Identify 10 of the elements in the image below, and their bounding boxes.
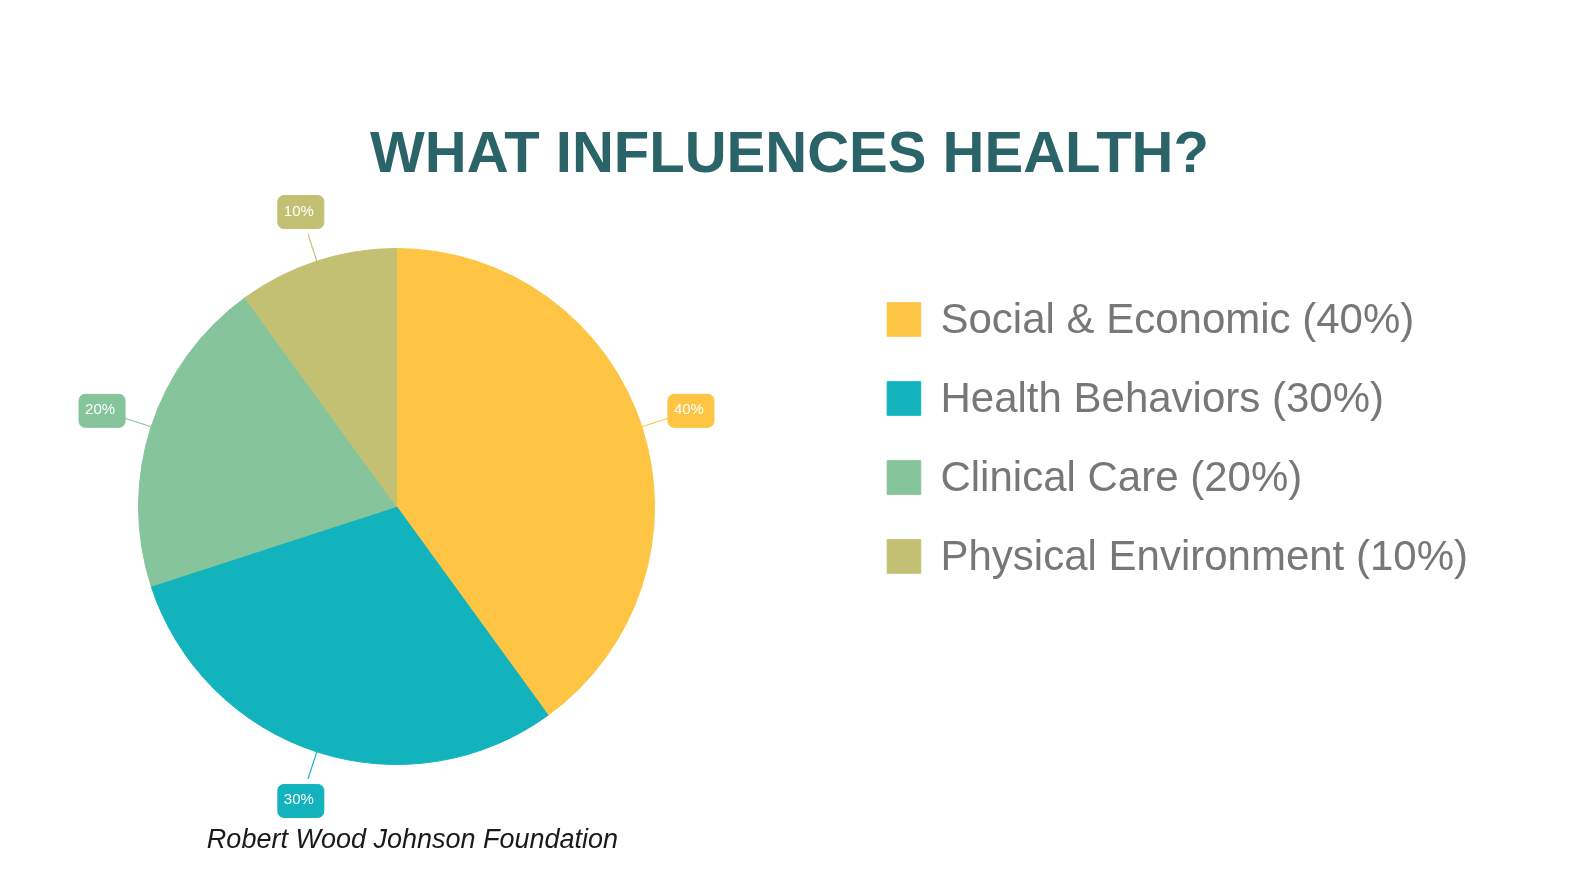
data-label: 30% — [283, 790, 314, 808]
legend-label: Physical Environment (10%) — [940, 532, 1468, 580]
legend-label: Health Behaviors (30%) — [940, 374, 1384, 422]
text: Robert Wood Johnson Foundation — [206, 823, 619, 854]
legend-label: Social & Economic (40%) — [940, 295, 1415, 343]
data-label: 20% — [85, 400, 116, 418]
data-label: 40% — [673, 400, 704, 418]
data-label: 10% — [283, 201, 314, 219]
legend-label: Clinical Care (20%) — [940, 453, 1303, 501]
chart-title: WHAT INFLUENCES HEALTH? — [370, 118, 1209, 184]
